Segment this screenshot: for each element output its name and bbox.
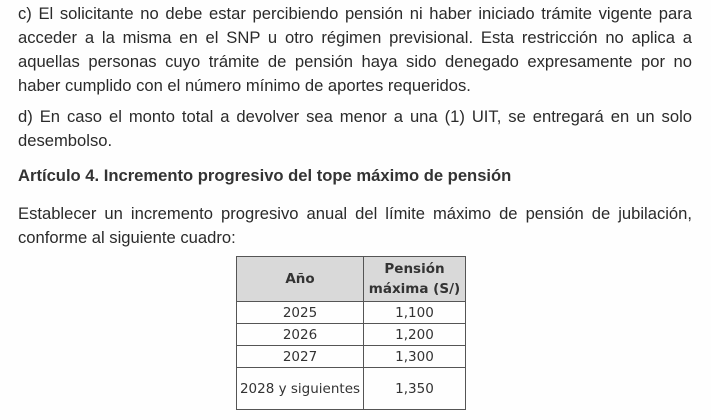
paragraph-c: c) El solicitante no debe estar percibie… <box>18 4 692 95</box>
cell-pension: 1,300 <box>363 345 466 368</box>
table-row: 2026 1,200 <box>236 323 466 346</box>
paragraph-d: d) En caso el monto total a devolver sea… <box>18 107 692 150</box>
header-year: Año <box>236 256 364 302</box>
table-row: 2025 1,100 <box>236 301 466 324</box>
table-row: 2028 y siguientes 1,350 <box>236 367 466 410</box>
cell-year: 2025 <box>236 301 364 324</box>
article-heading: Artículo 4. Incremento progresivo del to… <box>18 166 512 185</box>
cell-year: 2027 <box>236 345 364 368</box>
cell-year: 2028 y siguientes <box>236 367 364 410</box>
intro-paragraph: Establecer un incremento progresivo anua… <box>18 204 692 247</box>
cell-pension: 1,200 <box>363 323 466 346</box>
header-pension: Pensión máxima (S/) <box>363 256 466 302</box>
cell-pension: 1,350 <box>363 367 466 410</box>
table-header-row: Año Pensión máxima (S/) <box>236 256 466 302</box>
pension-table: Año Pensión máxima (S/) 2025 1,100 2026 1,… <box>236 256 466 410</box>
table-row: 2027 1,300 <box>236 345 466 368</box>
cell-pension: 1,100 <box>363 301 466 324</box>
cell-year: 2026 <box>236 323 364 346</box>
